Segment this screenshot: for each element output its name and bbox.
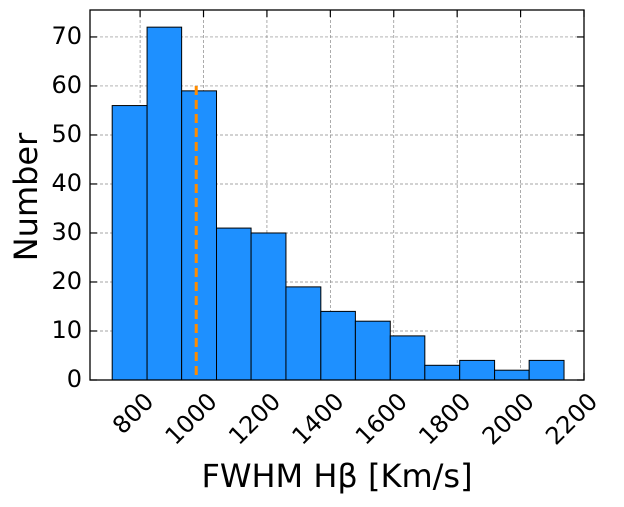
bar bbox=[216, 227, 252, 381]
x-tick-label: 1000 bbox=[160, 387, 223, 450]
bar bbox=[389, 335, 426, 381]
y-tick-label: 20 bbox=[51, 267, 82, 295]
bar bbox=[459, 359, 496, 381]
y-tick-label: 70 bbox=[51, 22, 82, 50]
x-tick-label: 2000 bbox=[477, 387, 540, 450]
bar bbox=[528, 359, 565, 381]
x-axis-label: FWHM Hβ [Km/s] bbox=[201, 457, 472, 495]
x-tick-label: 2200 bbox=[540, 387, 603, 450]
y-tick-label: 60 bbox=[51, 71, 82, 99]
x-tick-label: 1400 bbox=[287, 387, 350, 450]
y-axis-label: Number bbox=[7, 132, 45, 261]
x-tick-label: 1600 bbox=[350, 387, 413, 450]
bar bbox=[320, 310, 356, 381]
x-tick-label: 1200 bbox=[223, 387, 286, 450]
y-tick-label: 30 bbox=[51, 218, 82, 246]
bar bbox=[181, 90, 218, 381]
y-tick-label: 50 bbox=[51, 120, 82, 148]
bar bbox=[250, 232, 287, 381]
x-tick-label: 800 bbox=[107, 387, 159, 439]
y-tick-label: 0 bbox=[67, 365, 82, 393]
bar bbox=[354, 320, 391, 381]
plot-frame bbox=[89, 9, 585, 381]
bar bbox=[111, 105, 148, 381]
bar bbox=[285, 286, 322, 381]
x-tick-label: 1800 bbox=[413, 387, 476, 450]
bar bbox=[494, 369, 530, 381]
y-tick-label: 10 bbox=[51, 316, 82, 344]
bar bbox=[424, 364, 461, 381]
bar bbox=[146, 26, 183, 381]
y-tick-label: 40 bbox=[51, 169, 82, 197]
